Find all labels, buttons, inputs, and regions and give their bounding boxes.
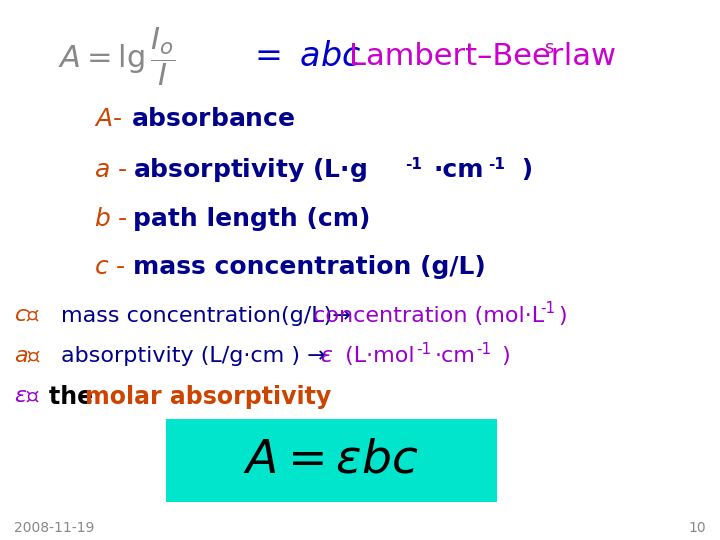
Text: ): ) xyxy=(495,346,511,367)
Text: (L·mol: (L·mol xyxy=(338,346,415,367)
Text: $\mathit{a}$：: $\mathit{a}$： xyxy=(14,346,42,367)
Text: $\mathbf{\mathit{A}}$-: $\mathbf{\mathit{A}}$- xyxy=(94,107,122,131)
Text: the: the xyxy=(49,385,102,409)
Text: $\varepsilon$: $\varepsilon$ xyxy=(320,346,333,367)
Text: mass concentration (g/L): mass concentration (g/L) xyxy=(133,255,486,279)
Text: path length (cm): path length (cm) xyxy=(133,207,371,231)
Text: -1: -1 xyxy=(540,301,555,316)
Text: molar absorptivity: molar absorptivity xyxy=(85,385,331,409)
Text: ·cm: ·cm xyxy=(434,346,475,367)
Text: $\mathit{A} = \varepsilon\mathit{bc}$: $\mathit{A} = \varepsilon\mathit{bc}$ xyxy=(243,438,419,483)
Text: -1: -1 xyxy=(405,157,422,172)
Text: law: law xyxy=(554,42,616,71)
Text: $\mathbf{a}$bsorbance: $\mathbf{a}$bsorbance xyxy=(131,107,295,131)
Text: -1: -1 xyxy=(416,342,431,357)
Text: -1: -1 xyxy=(488,157,505,172)
Text: Lambert–Beer: Lambert–Beer xyxy=(349,42,564,71)
Text: -1: -1 xyxy=(477,342,492,357)
Text: $\mathit{c}$：: $\mathit{c}$： xyxy=(14,306,40,326)
FancyBboxPatch shape xyxy=(166,418,497,502)
Text: concentration (mol·L: concentration (mol·L xyxy=(306,306,544,326)
Text: $\varepsilon$：: $\varepsilon$： xyxy=(14,387,40,407)
Text: $\mathbf{\mathit{a}}$ -: $\mathbf{\mathit{a}}$ - xyxy=(94,158,127,182)
Text: $\mathbf{\mathit{b}}$ -: $\mathbf{\mathit{b}}$ - xyxy=(94,207,127,231)
Text: ): ) xyxy=(558,306,567,326)
Text: $\mathbf{\mathit{c}}$ -: $\mathbf{\mathit{c}}$ - xyxy=(94,255,125,279)
Text: $\mathbf{a}$bsorptivity (L·g: $\mathbf{a}$bsorptivity (L·g xyxy=(133,156,367,184)
Text: $A = \mathrm{lg}\,\dfrac{I_o}{I}$: $A = \mathrm{lg}\,\dfrac{I_o}{I}$ xyxy=(58,25,175,88)
Text: s: s xyxy=(544,38,553,57)
Text: 2008-11-19: 2008-11-19 xyxy=(14,521,95,535)
Text: absorptivity (L/g·cm ) →: absorptivity (L/g·cm ) → xyxy=(61,346,333,367)
Text: 10: 10 xyxy=(688,521,706,535)
Text: ): ) xyxy=(513,158,534,182)
Text: mass concentration(g/L)→: mass concentration(g/L)→ xyxy=(61,306,351,326)
Text: ·cm: ·cm xyxy=(433,158,484,182)
Text: $=\ \bf\mathit{abc}$: $=\ \bf\mathit{abc}$ xyxy=(248,40,361,73)
